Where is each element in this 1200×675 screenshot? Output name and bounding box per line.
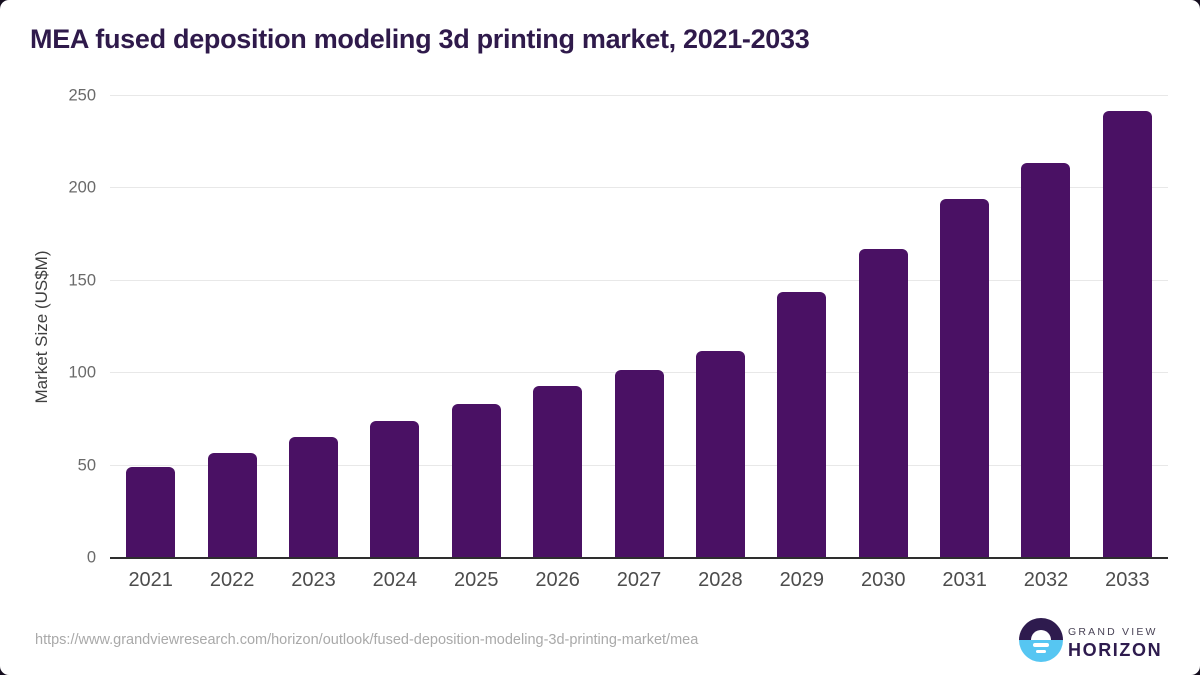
bar-2028[interactable] [695, 351, 745, 558]
x-axis-line [110, 557, 1168, 559]
bar-slot-2022 [191, 96, 272, 558]
x-tick-label-2032: 2032 [1023, 569, 1069, 591]
sun-reflection-line [1036, 649, 1046, 653]
bar-slot-2023 [273, 96, 354, 558]
page-title: MEA fused deposition modeling 3d printin… [30, 24, 810, 54]
x-tick-label-2027: 2027 [616, 569, 662, 591]
bar-2025[interactable] [451, 404, 501, 558]
y-tick-label-0: 0 [86, 548, 96, 567]
bar-2024[interactable] [370, 421, 420, 558]
bar-slot-2027 [598, 96, 679, 558]
y-tick-labels: 0 50 100 150 200 250 [0, 87, 96, 567]
gridline-250 [110, 95, 1168, 96]
bar-2026[interactable] [533, 385, 583, 558]
bars [110, 96, 1168, 558]
bar-2023[interactable] [288, 437, 338, 558]
bar-slot-2021 [110, 96, 191, 558]
bar-2030[interactable] [858, 249, 908, 558]
y-tick-label-50: 50 [77, 456, 96, 475]
x-tick-labels: 2021 2022 2023 2024 2025 2026 2027 2028 2029 2030… [110, 569, 1168, 592]
bar-slot-2025 [436, 96, 517, 558]
x-tick-label-2026: 2026 [535, 569, 580, 591]
grand-view-horizon-logo: GRAND VIEW HORIZON [1019, 618, 1169, 664]
bar-2027[interactable] [614, 370, 664, 558]
bar-2032[interactable] [1021, 162, 1071, 558]
bar-2031[interactable] [940, 198, 990, 558]
bar-slot-2024 [354, 96, 435, 558]
plot-area [110, 95, 1168, 559]
x-tick-label-2033: 2033 [1105, 569, 1150, 591]
x-tick-label-2028: 2028 [698, 569, 743, 591]
x-tick-label-2025: 2025 [454, 569, 499, 591]
bar-2029[interactable] [777, 291, 827, 558]
y-tick-label-200: 200 [68, 178, 96, 197]
bar-slot-2031 [924, 96, 1005, 558]
y-tick-label-250: 250 [68, 86, 96, 105]
bar-chart: Market Size (US$M) 0 50 100 150 200 250 2021 2… [0, 75, 1200, 600]
sun-icon [1031, 630, 1051, 640]
bar-slot-2028 [680, 96, 761, 558]
x-tick-label-2029: 2029 [779, 569, 825, 591]
horizon-sun-icon [1019, 618, 1063, 662]
x-tick-label-2022: 2022 [209, 569, 255, 591]
x-tick-label-2030: 2030 [860, 569, 906, 591]
bar-2021[interactable] [126, 466, 176, 558]
bar-slot-2033 [1087, 96, 1168, 558]
logo-grand-view-label: GRAND VIEW [1068, 626, 1158, 638]
bar-slot-2026 [517, 96, 598, 558]
bar-2033[interactable] [1102, 110, 1152, 558]
bar-2022[interactable] [207, 452, 257, 558]
logo-text: GRAND VIEW HORIZON [1068, 626, 1162, 661]
bar-slot-2030 [843, 96, 924, 558]
source-url: https://www.grandviewresearch.com/horizo… [35, 632, 699, 648]
bar-slot-2032 [1005, 96, 1086, 558]
x-tick-label-2031: 2031 [942, 569, 987, 591]
bar-slot-2029 [761, 96, 842, 558]
gridline-150 [110, 279, 1168, 281]
y-tick-label-100: 100 [68, 363, 96, 382]
x-tick-label-2021: 2021 [128, 569, 173, 591]
sun-reflection-line [1033, 643, 1049, 647]
gridline-200 [110, 187, 1168, 189]
x-tick-label-2024: 2024 [372, 569, 418, 591]
x-tick-label-2023: 2023 [291, 569, 336, 591]
logo-horizon-label: HORIZON [1068, 640, 1163, 660]
y-tick-label-150: 150 [68, 271, 96, 290]
